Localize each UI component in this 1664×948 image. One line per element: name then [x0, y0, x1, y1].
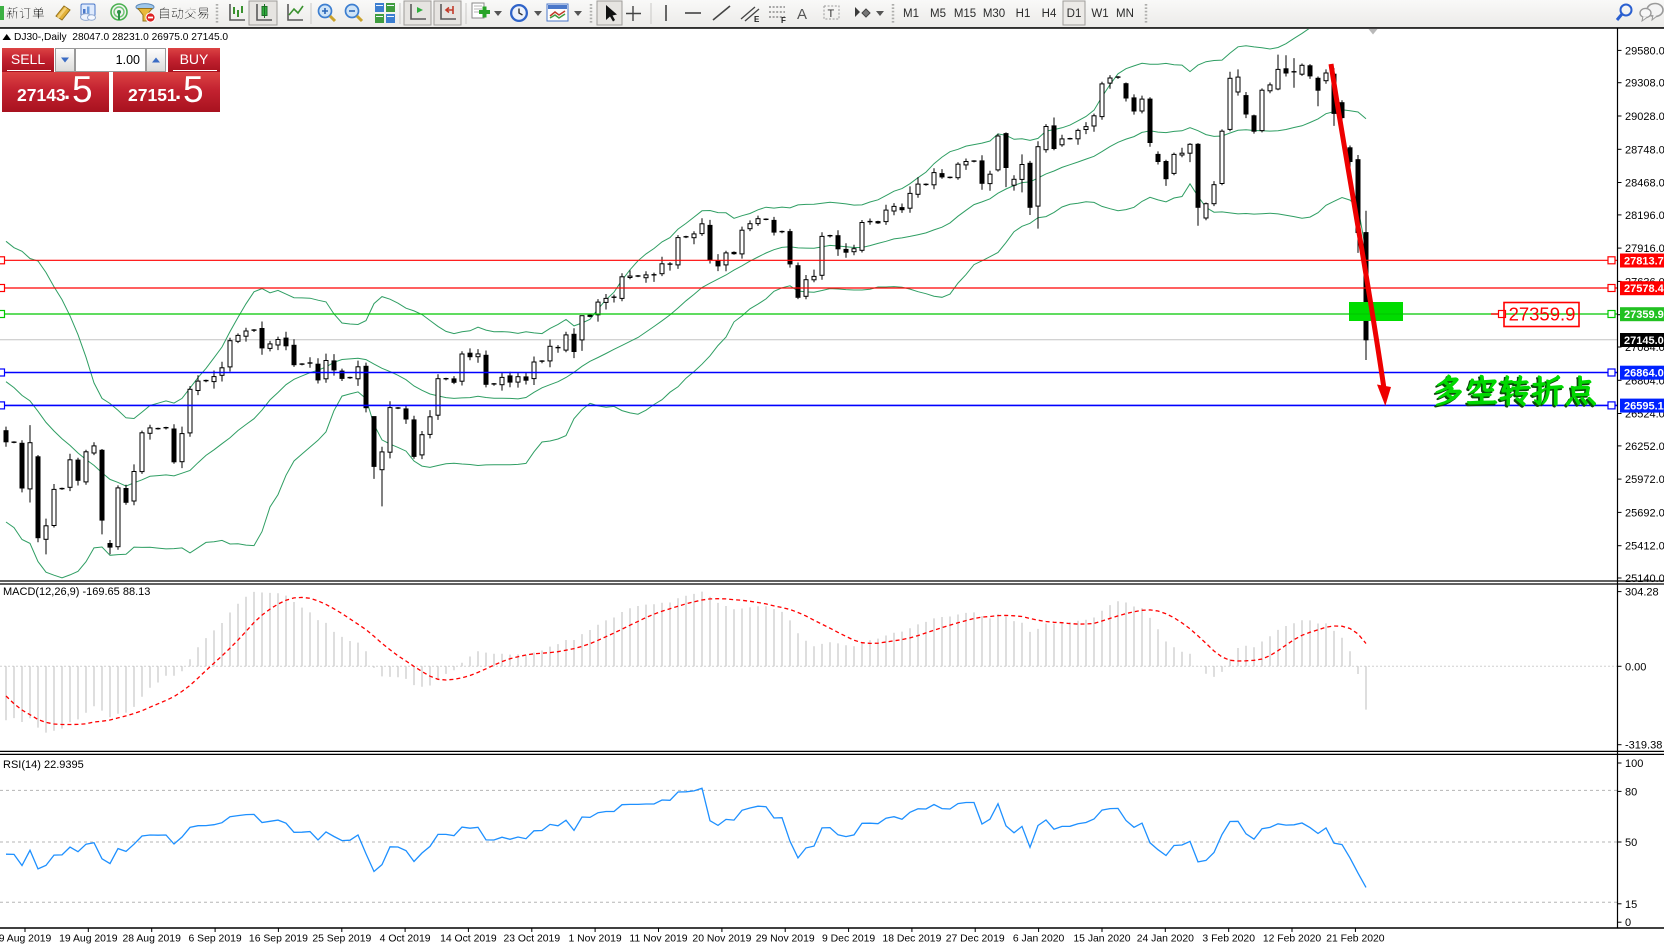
svg-text:100: 100 — [1625, 758, 1643, 770]
svg-text:25692.0: 25692.0 — [1625, 507, 1664, 519]
svg-text:W1: W1 — [1091, 8, 1108, 20]
svg-text:50: 50 — [1625, 837, 1637, 849]
svg-text:25412.0: 25412.0 — [1625, 541, 1664, 553]
svg-text:0.00: 0.00 — [1625, 661, 1646, 673]
svg-text:27813.7: 27813.7 — [1624, 256, 1664, 268]
svg-text:21 Feb 2020: 21 Feb 2020 — [1326, 934, 1385, 945]
svg-text:T: T — [828, 8, 835, 20]
svg-text:26595.1: 26595.1 — [1624, 401, 1664, 413]
svg-text:D1: D1 — [1067, 8, 1082, 20]
svg-text:28468.0: 28468.0 — [1625, 178, 1664, 190]
svg-text:27359.9: 27359.9 — [1624, 309, 1664, 321]
svg-text:9 Aug 2019: 9 Aug 2019 — [0, 934, 52, 945]
svg-text:15: 15 — [1625, 899, 1637, 911]
svg-text:15 Jan 2020: 15 Jan 2020 — [1073, 934, 1130, 945]
svg-text:6 Sep 2019: 6 Sep 2019 — [189, 934, 242, 945]
svg-text:4 Oct 2019: 4 Oct 2019 — [380, 934, 431, 945]
svg-text:18 Dec 2019: 18 Dec 2019 — [882, 934, 941, 945]
svg-text:1 Nov 2019: 1 Nov 2019 — [569, 934, 622, 945]
svg-text:F: F — [781, 16, 786, 25]
svg-text:-319.38: -319.38 — [1625, 740, 1662, 752]
svg-text:304.28: 304.28 — [1625, 587, 1659, 599]
svg-text:M15: M15 — [954, 8, 976, 20]
svg-text:25972.0: 25972.0 — [1625, 474, 1664, 486]
svg-text:26864.0: 26864.0 — [1624, 368, 1664, 380]
svg-text:25 Sep 2019: 25 Sep 2019 — [312, 934, 371, 945]
svg-text:27 Dec 2019: 27 Dec 2019 — [946, 934, 1005, 945]
svg-text:12 Feb 2020: 12 Feb 2020 — [1263, 934, 1322, 945]
svg-text:28196.0: 28196.0 — [1625, 210, 1664, 222]
svg-text:16 Sep 2019: 16 Sep 2019 — [249, 934, 308, 945]
svg-text:23 Oct 2019: 23 Oct 2019 — [503, 934, 560, 945]
svg-text:M30: M30 — [983, 8, 1005, 20]
svg-text:M1: M1 — [903, 8, 919, 20]
svg-text:E: E — [754, 15, 760, 24]
svg-text:RSI(14) 22.9395: RSI(14) 22.9395 — [3, 759, 84, 771]
svg-text:A: A — [797, 6, 807, 23]
svg-text:9 Dec 2019: 9 Dec 2019 — [822, 934, 875, 945]
svg-text:6 Jan 2020: 6 Jan 2020 — [1013, 934, 1065, 945]
svg-text:29308.0: 29308.0 — [1625, 78, 1664, 90]
svg-text:11 Nov 2019: 11 Nov 2019 — [629, 934, 687, 945]
svg-text:27359.9: 27359.9 — [1509, 304, 1576, 325]
svg-text:80: 80 — [1625, 786, 1637, 798]
svg-text:28748.0: 28748.0 — [1625, 144, 1664, 156]
svg-text:M5: M5 — [930, 8, 946, 20]
svg-text:27578.4: 27578.4 — [1624, 283, 1664, 295]
svg-text:H1: H1 — [1016, 8, 1031, 20]
svg-text:19 Aug 2019: 19 Aug 2019 — [59, 934, 118, 945]
svg-text:25140.0: 25140.0 — [1625, 573, 1664, 585]
svg-text:H4: H4 — [1042, 8, 1057, 20]
svg-text:29028.0: 29028.0 — [1625, 111, 1664, 123]
svg-text:26252.0: 26252.0 — [1625, 441, 1664, 453]
svg-text:14 Oct 2019: 14 Oct 2019 — [440, 934, 497, 945]
svg-text:3 Feb 2020: 3 Feb 2020 — [1202, 934, 1255, 945]
svg-text:DJ30-,Daily 28047.0 28231.0 2: DJ30-,Daily 28047.0 28231.0 26975.0 2714… — [14, 32, 228, 43]
svg-text:0: 0 — [1625, 917, 1631, 929]
svg-text:27916.0: 27916.0 — [1625, 243, 1664, 255]
svg-text:29 Nov 2019: 29 Nov 2019 — [756, 934, 815, 945]
svg-text:28 Aug 2019: 28 Aug 2019 — [123, 934, 182, 945]
svg-text:MACD(12,26,9) -169.65 88.13: MACD(12,26,9) -169.65 88.13 — [3, 586, 150, 598]
svg-text:24 Jan 2020: 24 Jan 2020 — [1137, 934, 1194, 945]
svg-text:20 Nov 2019: 20 Nov 2019 — [692, 934, 751, 945]
svg-text:27145.0: 27145.0 — [1624, 335, 1664, 347]
svg-text:29580.0: 29580.0 — [1625, 45, 1664, 57]
svg-text:MN: MN — [1116, 8, 1134, 20]
